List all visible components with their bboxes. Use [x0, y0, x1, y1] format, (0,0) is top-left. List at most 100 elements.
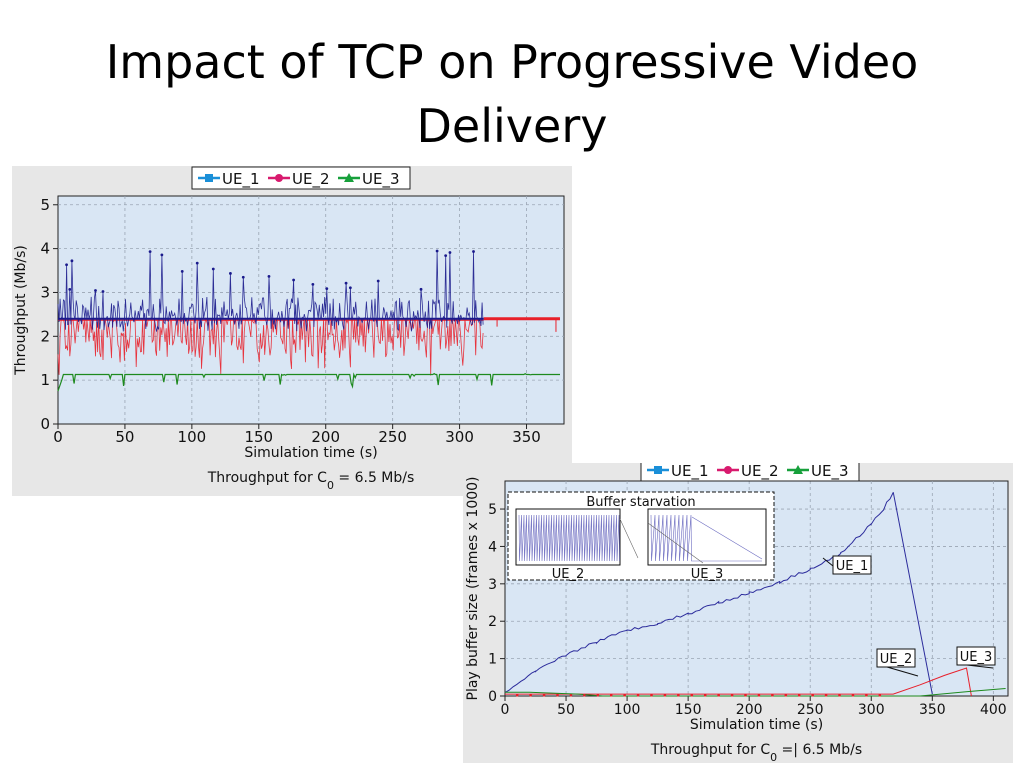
tp-caption: Throughput for C0 = 6.5 Mb/s — [207, 470, 415, 492]
ue1-throughput-point — [292, 278, 295, 282]
ue1-throughput-point — [435, 249, 439, 253]
pb-xlabel: Simulation time (s) — [690, 717, 823, 733]
pb-ytick-label: 4 — [488, 539, 497, 555]
pb-legend-marker-square — [654, 466, 662, 474]
tp-xtick-label: 0 — [53, 428, 63, 446]
tp-legend: UE_1 UE_2 UE_3 — [191, 166, 411, 190]
ue2-buffer-point — [609, 693, 613, 697]
slide-title-line2: Delivery — [416, 99, 608, 153]
ue3-throughput-line — [57, 372, 560, 392]
ue2-buffer-point — [838, 693, 841, 697]
ue1-throughput-point — [195, 261, 199, 265]
annotation-box-ue_3 — [956, 646, 996, 666]
ue2-buffer-point — [663, 693, 667, 697]
tp-ytick-label: 4 — [40, 240, 50, 258]
pb-legend-label-ue_2: UE_2 — [741, 463, 779, 481]
ue2-buffer-point — [636, 693, 640, 697]
tp-xlabel: Simulation time (s) — [244, 445, 377, 461]
ue1-throughput-point — [211, 267, 215, 271]
ue2-buffer-point — [650, 693, 653, 697]
ue1-throughput-point — [376, 279, 380, 283]
pb-xtick-label: 100 — [614, 702, 641, 718]
ue1-throughput-point — [448, 251, 452, 254]
ue2-buffer-point — [623, 693, 626, 697]
inset-signal-1 — [518, 514, 620, 562]
pb-xtick-label: 0 — [501, 702, 510, 718]
ue1-throughput-point — [241, 275, 245, 279]
ue1-throughput-point — [348, 286, 352, 290]
ue1-throughput-point — [180, 269, 184, 273]
ue2-buffer-point — [515, 693, 519, 697]
pb-xtick-label: 150 — [675, 702, 702, 718]
ue2-buffer-point — [703, 693, 707, 697]
tp-legend-label-ue_2: UE_2 — [292, 170, 330, 189]
pb-ytick-label: 3 — [488, 577, 497, 593]
pb-xtick-label: 200 — [736, 702, 763, 718]
tp-legend-marker-triangle — [344, 173, 354, 182]
annotation-label-ue_1: UE_1 — [836, 559, 869, 574]
buffer-chart: 0 50 100 150 200 250 300 350 400 0 1 2 3 4 5 Simulation… — [465, 463, 1009, 763]
ue1-throughput-point — [101, 290, 105, 293]
throughput-chart-panel: 0 50 100 150 200 250 300 350 0 1 2 3 4 5 Simulation ti… — [12, 166, 572, 496]
ue1-throughput-point — [148, 250, 152, 253]
pb-caption: Throughput for C0 =| 6.5 Mb/s — [650, 742, 862, 763]
ue1-throughput-point — [94, 289, 97, 292]
ue2-buffer-point — [569, 693, 573, 697]
tp-legend-marker-square — [205, 174, 213, 182]
pb-legend: UE_1 UE_2 UE_3 — [640, 463, 860, 482]
tp-legend-label-ue_1: UE_1 — [222, 170, 260, 189]
annotation-box-ue_2 — [876, 648, 916, 668]
tp-xtick-label: 200 — [311, 428, 340, 446]
ue2-buffer-point — [797, 693, 801, 697]
pb-xtick-label: 300 — [858, 702, 885, 718]
tp-ytick-label: 0 — [40, 415, 50, 433]
tp-ytick-label: 3 — [40, 283, 50, 301]
pb-ytick-label: 1 — [488, 652, 497, 668]
pb-xtick-label: 350 — [919, 702, 946, 718]
pb-xtick-label: 400 — [980, 702, 1007, 718]
ue1-throughput-point — [160, 253, 164, 257]
slide-title-line1: Impact of TCP on Progressive Video — [105, 35, 919, 89]
pb-ytick-label: 0 — [488, 689, 497, 705]
ue1-throughput-point — [311, 282, 315, 286]
ue1-throughput-series — [57, 249, 484, 332]
slide-title: Impact of TCP on Progressive Video Deliv… — [0, 30, 1024, 158]
ue2-buffer-point — [717, 693, 720, 697]
inset-label-ue_2: UE_2 — [552, 567, 585, 582]
annotation-label-ue_3: UE_3 — [960, 650, 993, 665]
tp-ytick-label: 5 — [40, 196, 50, 214]
ue1-throughput-point — [472, 250, 475, 253]
ue2-buffer-point — [690, 693, 694, 697]
pb-ytick-label: 5 — [488, 502, 497, 518]
tp-ytick-label: 1 — [40, 371, 50, 389]
tp-ylabel: Throughput (Mb/s) — [13, 245, 29, 376]
ue3-throughput-series — [57, 372, 560, 392]
ue2-buffer-point — [757, 693, 761, 697]
annotation-leader-ue_2 — [886, 666, 919, 677]
tp-xtick-label: 100 — [178, 428, 207, 446]
ue2-buffer-point — [596, 693, 600, 697]
ue2-buffer-point — [529, 693, 532, 697]
inset-title: Buffer starvation — [586, 495, 695, 510]
inset-label-ue_3: UE_3 — [691, 567, 724, 582]
tp-xtick-label: 50 — [115, 428, 134, 446]
ue2-buffer-point — [784, 693, 788, 697]
tp-xtick-label: 150 — [244, 428, 273, 446]
ue2-buffer-point — [878, 693, 882, 697]
ue2-buffer-point — [556, 693, 559, 697]
ue1-throughput-point — [444, 254, 448, 258]
ue1-throughput-point — [267, 275, 271, 278]
tp-legend-box — [191, 166, 411, 190]
pb-legend-label-ue_3: UE_3 — [811, 463, 849, 481]
buffer-starvation-inset: Buffer starvation UE_2 UE_3 — [507, 491, 775, 582]
ue2-buffer-point — [730, 693, 734, 697]
tp-xtick-label: 250 — [378, 428, 407, 446]
tp-ytick-label: 2 — [40, 327, 50, 345]
annotation-box-ue_1 — [832, 555, 872, 575]
pb-xtick-label: 250 — [797, 702, 824, 718]
ue2-buffer-point — [811, 693, 814, 697]
ue1-throughput-point — [65, 263, 68, 267]
ue1-throughput-point — [68, 287, 72, 291]
ue_3-buffer-line — [505, 688, 1006, 697]
annotation-label-ue_2: UE_2 — [880, 652, 913, 667]
